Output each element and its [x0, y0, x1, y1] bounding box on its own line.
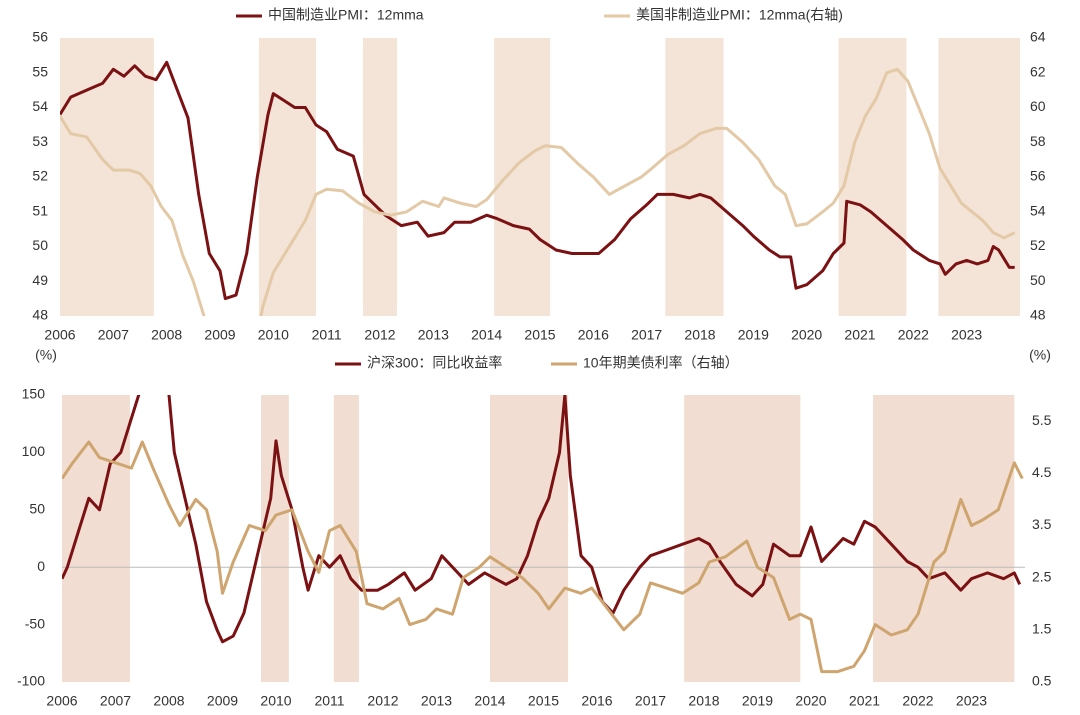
y-tick-label: -50	[25, 615, 45, 631]
shaded-period	[258, 38, 316, 316]
y2-tick-label: 50	[1030, 272, 1046, 288]
y-tick-label: 56	[32, 29, 48, 45]
y2-axis-label: (%)	[1029, 347, 1051, 363]
x-tick-label: 2011	[314, 693, 344, 709]
shaded-period	[665, 38, 724, 316]
x-tick-label: 2006	[46, 693, 77, 709]
shaded-period	[684, 395, 801, 682]
x-tick-label: 2008	[153, 693, 184, 709]
x-tick-label: 2016	[581, 693, 612, 709]
x-tick-label: 2007	[100, 693, 131, 709]
legend-label: 10年期美债利率（右轴）	[583, 355, 739, 371]
plot-area	[60, 60, 1016, 316]
x-tick-label: 2009	[204, 327, 235, 343]
legend-label: 沪深300：同比收益率	[367, 355, 502, 371]
y2-tick-label: 62	[1030, 63, 1046, 79]
x-tick-label: 2023	[956, 693, 987, 709]
y2-tick-label: 5.5	[1032, 412, 1052, 428]
x-tick-label: 2008	[151, 327, 182, 343]
y2-tick-label: 48	[1030, 307, 1046, 323]
x-tick-label: 2012	[367, 693, 398, 709]
y-tick-label: 0	[37, 558, 45, 574]
x-tick-label: 2020	[791, 327, 822, 343]
y-tick-label: 150	[22, 386, 46, 402]
series-line	[60, 60, 1015, 301]
y2-tick-label: 64	[1030, 29, 1046, 45]
x-tick-label: 2010	[258, 327, 289, 343]
x-tick-label: 2017	[635, 693, 666, 709]
y2-tick-label: 1.5	[1032, 621, 1052, 637]
y2-tick-label: 60	[1030, 98, 1046, 114]
x-tick-label: 2010	[260, 693, 291, 709]
series-line	[60, 67, 1016, 316]
x-tick-label: 2015	[524, 327, 555, 343]
shaded-period	[261, 395, 289, 682]
y-tick-label: 100	[22, 443, 46, 459]
x-tick-label: 2022	[902, 693, 933, 709]
x-tick-label: 2020	[795, 693, 826, 709]
x-tick-label: 2013	[418, 327, 449, 343]
x-tick-label: 2018	[688, 693, 719, 709]
shaded-period	[494, 38, 551, 316]
y-tick-label: 55	[32, 63, 48, 79]
y2-tick-label: 2.5	[1032, 568, 1052, 584]
x-tick-label: 2007	[98, 327, 129, 343]
shaded-period	[873, 395, 1015, 682]
y-tick-label: -100	[17, 673, 45, 689]
y-tick-label: 48	[32, 307, 48, 323]
y-tick-label: 51	[32, 202, 48, 218]
y2-tick-label: 0.5	[1032, 673, 1052, 689]
x-tick-label: 2009	[207, 693, 238, 709]
x-tick-label: 2018	[684, 327, 715, 343]
series-line	[62, 395, 1022, 644]
x-tick-label: 2014	[474, 693, 505, 709]
x-tick-label: 2019	[742, 693, 773, 709]
y-tick-label: 53	[32, 133, 48, 149]
legend-label: 美国非制造业PMI：12mma(右轴)	[636, 7, 843, 23]
legend-label: 中国制造业PMI：12mma	[268, 7, 424, 23]
shaded-period	[490, 395, 569, 682]
x-tick-label: 2021	[849, 693, 880, 709]
y-axis-label: (%)	[35, 347, 57, 363]
y2-tick-label: 58	[1030, 133, 1046, 149]
shaded-period	[333, 395, 359, 682]
x-tick-label: 2014	[471, 327, 502, 343]
series-line	[62, 440, 1024, 674]
y2-tick-label: 3.5	[1032, 516, 1052, 532]
x-tick-label: 2023	[951, 327, 982, 343]
y-tick-label: 50	[29, 501, 45, 517]
x-tick-label: 2019	[738, 327, 769, 343]
shaded-period	[62, 395, 130, 682]
shaded-period	[60, 38, 154, 316]
shaded-period	[362, 38, 398, 316]
shaded-period	[838, 38, 907, 316]
y-tick-label: 52	[32, 168, 48, 184]
y2-tick-label: 52	[1030, 237, 1046, 253]
y-tick-label: 49	[32, 272, 48, 288]
shaded-period	[938, 38, 1020, 316]
y-tick-label: 54	[32, 98, 48, 114]
x-tick-label: 2015	[528, 693, 559, 709]
x-tick-label: 2011	[312, 327, 342, 343]
x-tick-label: 2006	[44, 327, 75, 343]
x-tick-label: 2017	[631, 327, 662, 343]
plot-area	[62, 395, 1024, 674]
x-tick-label: 2022	[898, 327, 929, 343]
x-tick-label: 2016	[578, 327, 609, 343]
x-tick-label: 2021	[844, 327, 875, 343]
x-tick-label: 2012	[364, 327, 395, 343]
y2-tick-label: 56	[1030, 168, 1046, 184]
x-tick-label: 2013	[421, 693, 452, 709]
y2-tick-label: 54	[1030, 202, 1046, 218]
y-tick-label: 50	[32, 237, 48, 253]
y2-tick-label: 4.5	[1032, 464, 1052, 480]
